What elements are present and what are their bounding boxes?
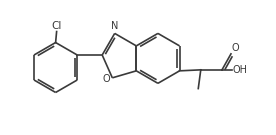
Text: O: O xyxy=(232,43,239,53)
Text: N: N xyxy=(111,21,118,31)
Text: Cl: Cl xyxy=(51,21,62,31)
Text: OH: OH xyxy=(233,65,248,75)
Text: O: O xyxy=(102,74,110,84)
